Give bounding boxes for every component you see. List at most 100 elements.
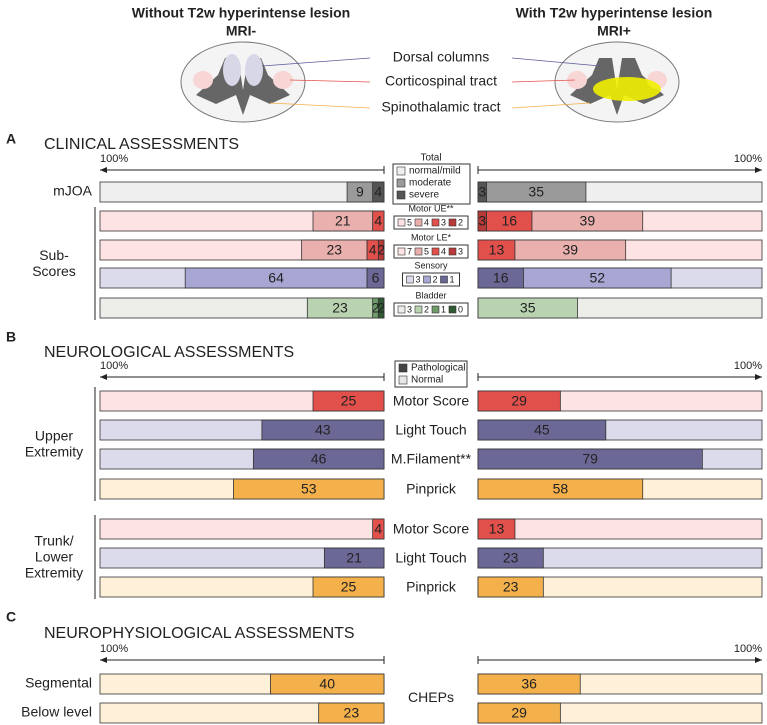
bar-segment (312, 210, 374, 232)
tract-pointer (269, 102, 371, 109)
legend-swatch (398, 363, 408, 373)
legend-swatch (440, 275, 448, 284)
value-label: 53 (301, 481, 317, 497)
value-label: 2 (372, 300, 380, 316)
left-subtitle: MRI- (226, 23, 257, 39)
value-label: 4 (374, 521, 382, 537)
center-label: Pinprick (406, 579, 457, 595)
value-label: 45 (534, 422, 550, 438)
value-label: 23 (327, 242, 343, 258)
value-label: 23 (503, 550, 519, 566)
legend-swatch (423, 275, 431, 284)
value-label: 23 (332, 300, 348, 316)
bar-segment (477, 576, 544, 598)
center-label: CHEPs (408, 689, 454, 705)
value-label: 23 (503, 579, 519, 595)
legend-title: Bladder (415, 290, 446, 300)
group-label: Extremity (25, 565, 83, 581)
legend-swatch (414, 218, 423, 227)
bar-segment (252, 448, 385, 470)
tract-label: Corticospinal tract (385, 73, 497, 89)
legend-swatch (414, 305, 423, 314)
legend-label: 3 (416, 274, 421, 284)
tract-pointer (289, 79, 371, 83)
arrow-head (100, 167, 107, 173)
bar-segment (531, 210, 644, 232)
center-label: Light Touch (395, 550, 466, 566)
legend-label: 0 (458, 304, 463, 314)
center-label: Light Touch (395, 422, 466, 438)
center-label: Motor Score (393, 521, 469, 537)
bar-segment (477, 390, 561, 412)
center-label: Pinprick (406, 481, 457, 497)
panel-label: C (6, 609, 16, 625)
value-label: 79 (582, 451, 598, 467)
bar-segment (477, 419, 607, 441)
legend-label: 2 (424, 304, 429, 314)
value-label: 25 (341, 579, 357, 595)
tract-pointer (511, 57, 601, 67)
panel-title: NEUROLOGICAL ASSESSMENTS (44, 344, 294, 361)
legend-swatch (414, 247, 423, 256)
arrow-head (755, 657, 762, 663)
value-label: 3 (478, 213, 486, 229)
bar-segment (477, 478, 644, 500)
group-label: Trunk/ (34, 533, 73, 549)
bar-segment (312, 576, 385, 598)
group-label: Extremity (25, 444, 83, 460)
legend-label: 5 (424, 246, 429, 256)
value-label: 52 (589, 270, 605, 286)
legend-swatch (431, 305, 440, 314)
value-label: 25 (341, 393, 357, 409)
legend-label: 3 (407, 304, 412, 314)
legend-box (392, 163, 471, 205)
value-label: 43 (315, 422, 331, 438)
tract-label: Dorsal columns (393, 49, 489, 65)
bar-segment (477, 448, 703, 470)
group-label: Scores (32, 263, 76, 279)
center-label: Motor Score (393, 393, 469, 409)
legend-label: 4 (441, 246, 446, 256)
bar-segment (233, 478, 385, 500)
legend-label: 7 (407, 246, 412, 256)
axis-label: 100% (100, 643, 128, 655)
bar-segment (486, 181, 587, 203)
group-label: mJOA (53, 183, 93, 199)
arrow-head (755, 374, 762, 380)
right-subtitle: MRI+ (597, 23, 631, 39)
legend-swatch (448, 247, 457, 256)
legend-label: Pathological (411, 363, 465, 374)
tract-pointer (511, 79, 576, 83)
value-label: 13 (489, 242, 505, 258)
value-label: 58 (553, 481, 569, 497)
value-label: 21 (335, 213, 351, 229)
legend-swatch (396, 190, 406, 200)
legend-label: moderate (409, 178, 452, 189)
value-label: 4 (369, 242, 377, 258)
value-label: 29 (511, 705, 527, 721)
group-label: Lower (35, 549, 73, 565)
bar-segment (477, 673, 581, 695)
spinal-cord-right (554, 41, 680, 123)
bar-segment (318, 702, 385, 724)
legend-swatch (406, 275, 414, 284)
legend-title: Motor LE* (411, 232, 452, 242)
value-label: 21 (346, 550, 362, 566)
value-label: 29 (511, 393, 527, 409)
value-label: 35 (520, 300, 536, 316)
value-label: 16 (501, 213, 517, 229)
value-label: 4 (374, 184, 382, 200)
bar-segment (346, 181, 374, 203)
legend-label: 1 (450, 274, 455, 284)
legend-label: Normal (411, 375, 443, 386)
value-label: 39 (580, 213, 596, 229)
group-label: Below level (21, 704, 92, 720)
legend-title: Total (420, 153, 441, 164)
tract-label: Spinothalamic tract (381, 99, 500, 115)
panel-title: CLINICAL ASSESSMENTS (44, 136, 239, 153)
legend-swatch (397, 218, 406, 227)
legend-label: severe (409, 190, 439, 201)
value-label: 6 (372, 270, 380, 286)
arrow-head (100, 374, 107, 380)
